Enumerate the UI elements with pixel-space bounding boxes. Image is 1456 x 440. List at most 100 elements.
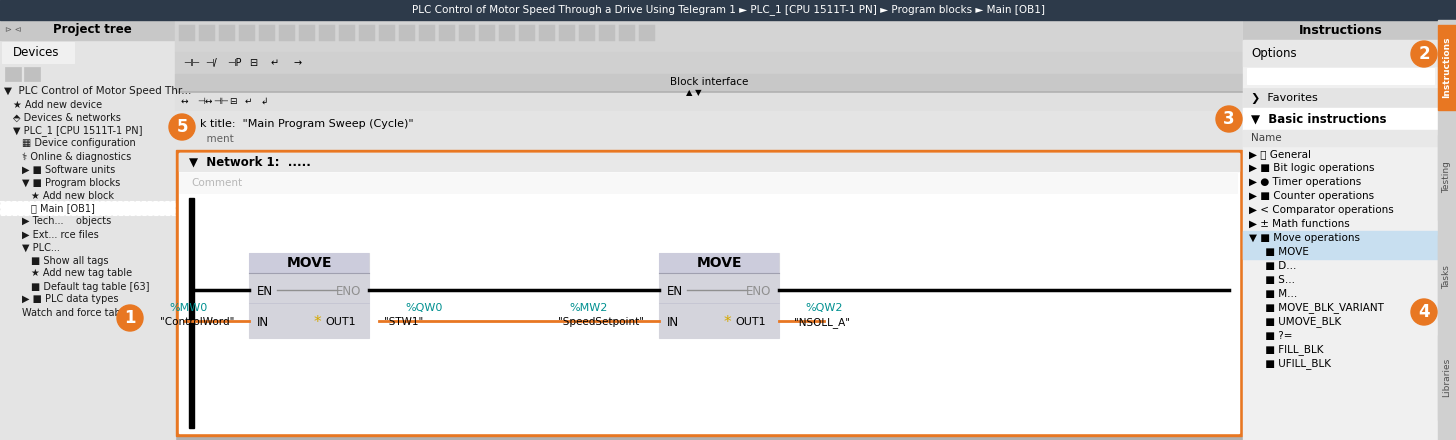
Bar	[239, 25, 255, 41]
Text: ■ D...: ■ D...	[1249, 261, 1296, 271]
Text: %MW0: %MW0	[170, 303, 208, 313]
Circle shape	[169, 114, 195, 140]
Text: "SpeedSetpoint": "SpeedSetpoint"	[558, 317, 644, 327]
Text: 5: 5	[176, 118, 188, 136]
Text: ⊣⊢: ⊣⊢	[183, 58, 199, 68]
Text: Devices: Devices	[13, 47, 60, 59]
Text: Comment: Comment	[191, 178, 242, 188]
Text: ↔: ↔	[181, 96, 188, 106]
Text: Options: Options	[1251, 47, 1297, 59]
Bar	[175, 93, 1243, 111]
Text: ↵: ↵	[271, 58, 280, 68]
Bar	[339, 25, 355, 41]
Bar	[459, 25, 475, 41]
Text: IN: IN	[667, 315, 678, 329]
Text: ▼ PLC...: ▼ PLC...	[22, 242, 60, 253]
Text: ■ UFILL_BLK: ■ UFILL_BLK	[1249, 359, 1331, 370]
Text: ■ Default tag table [63]: ■ Default tag table [63]	[31, 282, 150, 291]
Bar	[1243, 88, 1439, 108]
Text: ▶ ± Math functions: ▶ ± Math functions	[1249, 219, 1350, 229]
Text: ▶ Tech...    objects: ▶ Tech... objects	[22, 216, 111, 227]
Text: ▶ 📁 General: ▶ 📁 General	[1249, 149, 1310, 159]
Text: OUT1: OUT1	[325, 317, 355, 327]
Bar	[1, 42, 74, 63]
Text: ■ S...: ■ S...	[1249, 275, 1294, 285]
Text: %MW2: %MW2	[569, 303, 609, 313]
Text: ■ ?=: ■ ?=	[1249, 331, 1293, 341]
Text: *: *	[724, 315, 731, 330]
Text: ↲: ↲	[261, 96, 268, 106]
Bar	[559, 25, 575, 41]
Text: 1: 1	[124, 309, 135, 327]
Bar	[1243, 20, 1439, 440]
Text: OUT1: OUT1	[735, 317, 766, 327]
Bar	[179, 25, 195, 41]
Bar	[1439, 20, 1456, 440]
Circle shape	[1411, 41, 1437, 67]
Bar	[479, 25, 495, 41]
Text: ⚕ Online & diagnostics: ⚕ Online & diagnostics	[22, 151, 131, 161]
Bar	[218, 25, 234, 41]
Bar	[175, 20, 1243, 52]
Bar	[259, 25, 275, 41]
Text: Libraries: Libraries	[1443, 358, 1452, 397]
Text: "ControlWord": "ControlWord"	[160, 317, 234, 327]
Text: EN: EN	[258, 285, 274, 297]
Text: Watch and force tables: Watch and force tables	[22, 308, 134, 318]
Bar	[1243, 108, 1439, 130]
Text: MOVE: MOVE	[696, 256, 741, 270]
Text: ⊣⊢: ⊣⊢	[213, 96, 229, 106]
Bar	[319, 25, 335, 41]
Text: Tasks: Tasks	[1443, 266, 1452, 290]
Bar	[175, 111, 1243, 149]
Bar	[440, 25, 454, 41]
Bar	[518, 25, 534, 41]
Bar	[1439, 335, 1456, 420]
Bar	[249, 253, 368, 273]
Text: ⊣/: ⊣/	[205, 58, 217, 68]
Bar	[176, 150, 1242, 436]
Text: MOVE: MOVE	[287, 256, 332, 270]
Bar	[1243, 231, 1439, 245]
Text: %QW2: %QW2	[805, 303, 843, 313]
Bar	[579, 25, 596, 41]
Text: ENO: ENO	[745, 285, 772, 297]
Bar	[660, 253, 779, 273]
Bar	[249, 253, 368, 338]
Text: PLC Control of Motor Speed Through a Drive Using Telegram 1 ► PLC_1 [CPU 1511T-1: PLC Control of Motor Speed Through a Dri…	[412, 4, 1044, 15]
Bar	[1439, 235, 1456, 320]
Bar	[189, 198, 194, 428]
Circle shape	[1216, 106, 1242, 132]
Text: ▼  Basic instructions: ▼ Basic instructions	[1251, 113, 1386, 125]
Bar	[1439, 25, 1456, 110]
Text: IN: IN	[258, 315, 269, 329]
Text: Instructions: Instructions	[1299, 23, 1382, 37]
Bar	[175, 74, 1243, 90]
Text: ⊣P: ⊣P	[227, 58, 242, 68]
Circle shape	[116, 305, 143, 331]
Text: k title:  "Main Program Sweep (Cycle)": k title: "Main Program Sweep (Cycle)"	[199, 119, 414, 129]
Text: %QW0: %QW0	[405, 303, 443, 313]
Text: EN: EN	[667, 285, 683, 297]
Bar	[1439, 135, 1456, 220]
Bar	[619, 25, 635, 41]
Text: ▶ ■ Bit logic operations: ▶ ■ Bit logic operations	[1249, 163, 1374, 173]
Text: ▶ ■ Counter operations: ▶ ■ Counter operations	[1249, 191, 1374, 201]
Text: ▶ ■ PLC data types: ▶ ■ PLC data types	[22, 294, 118, 304]
Text: 2: 2	[1418, 45, 1430, 63]
Text: ⬞ Main [OB1]: ⬞ Main [OB1]	[31, 203, 95, 213]
Bar	[23, 67, 39, 81]
Bar	[598, 25, 614, 41]
Text: ❯  Favorites: ❯ Favorites	[1251, 92, 1318, 103]
Text: ■ MOVE_BLK_VARIANT: ■ MOVE_BLK_VARIANT	[1249, 303, 1383, 313]
Text: 3: 3	[1223, 110, 1235, 128]
Text: "STW1": "STW1"	[384, 317, 424, 327]
Text: ★ Add new device: ★ Add new device	[13, 99, 102, 110]
Text: ▶ ● Timer operations: ▶ ● Timer operations	[1249, 177, 1361, 187]
Text: ⬘ Devices & networks: ⬘ Devices & networks	[13, 113, 121, 122]
Text: ▼ ■ Move operations: ▼ ■ Move operations	[1249, 233, 1360, 243]
Bar	[175, 52, 1243, 74]
Text: ▶ Ext... rce files: ▶ Ext... rce files	[22, 230, 99, 239]
Bar	[179, 173, 1238, 193]
Bar	[199, 25, 215, 41]
